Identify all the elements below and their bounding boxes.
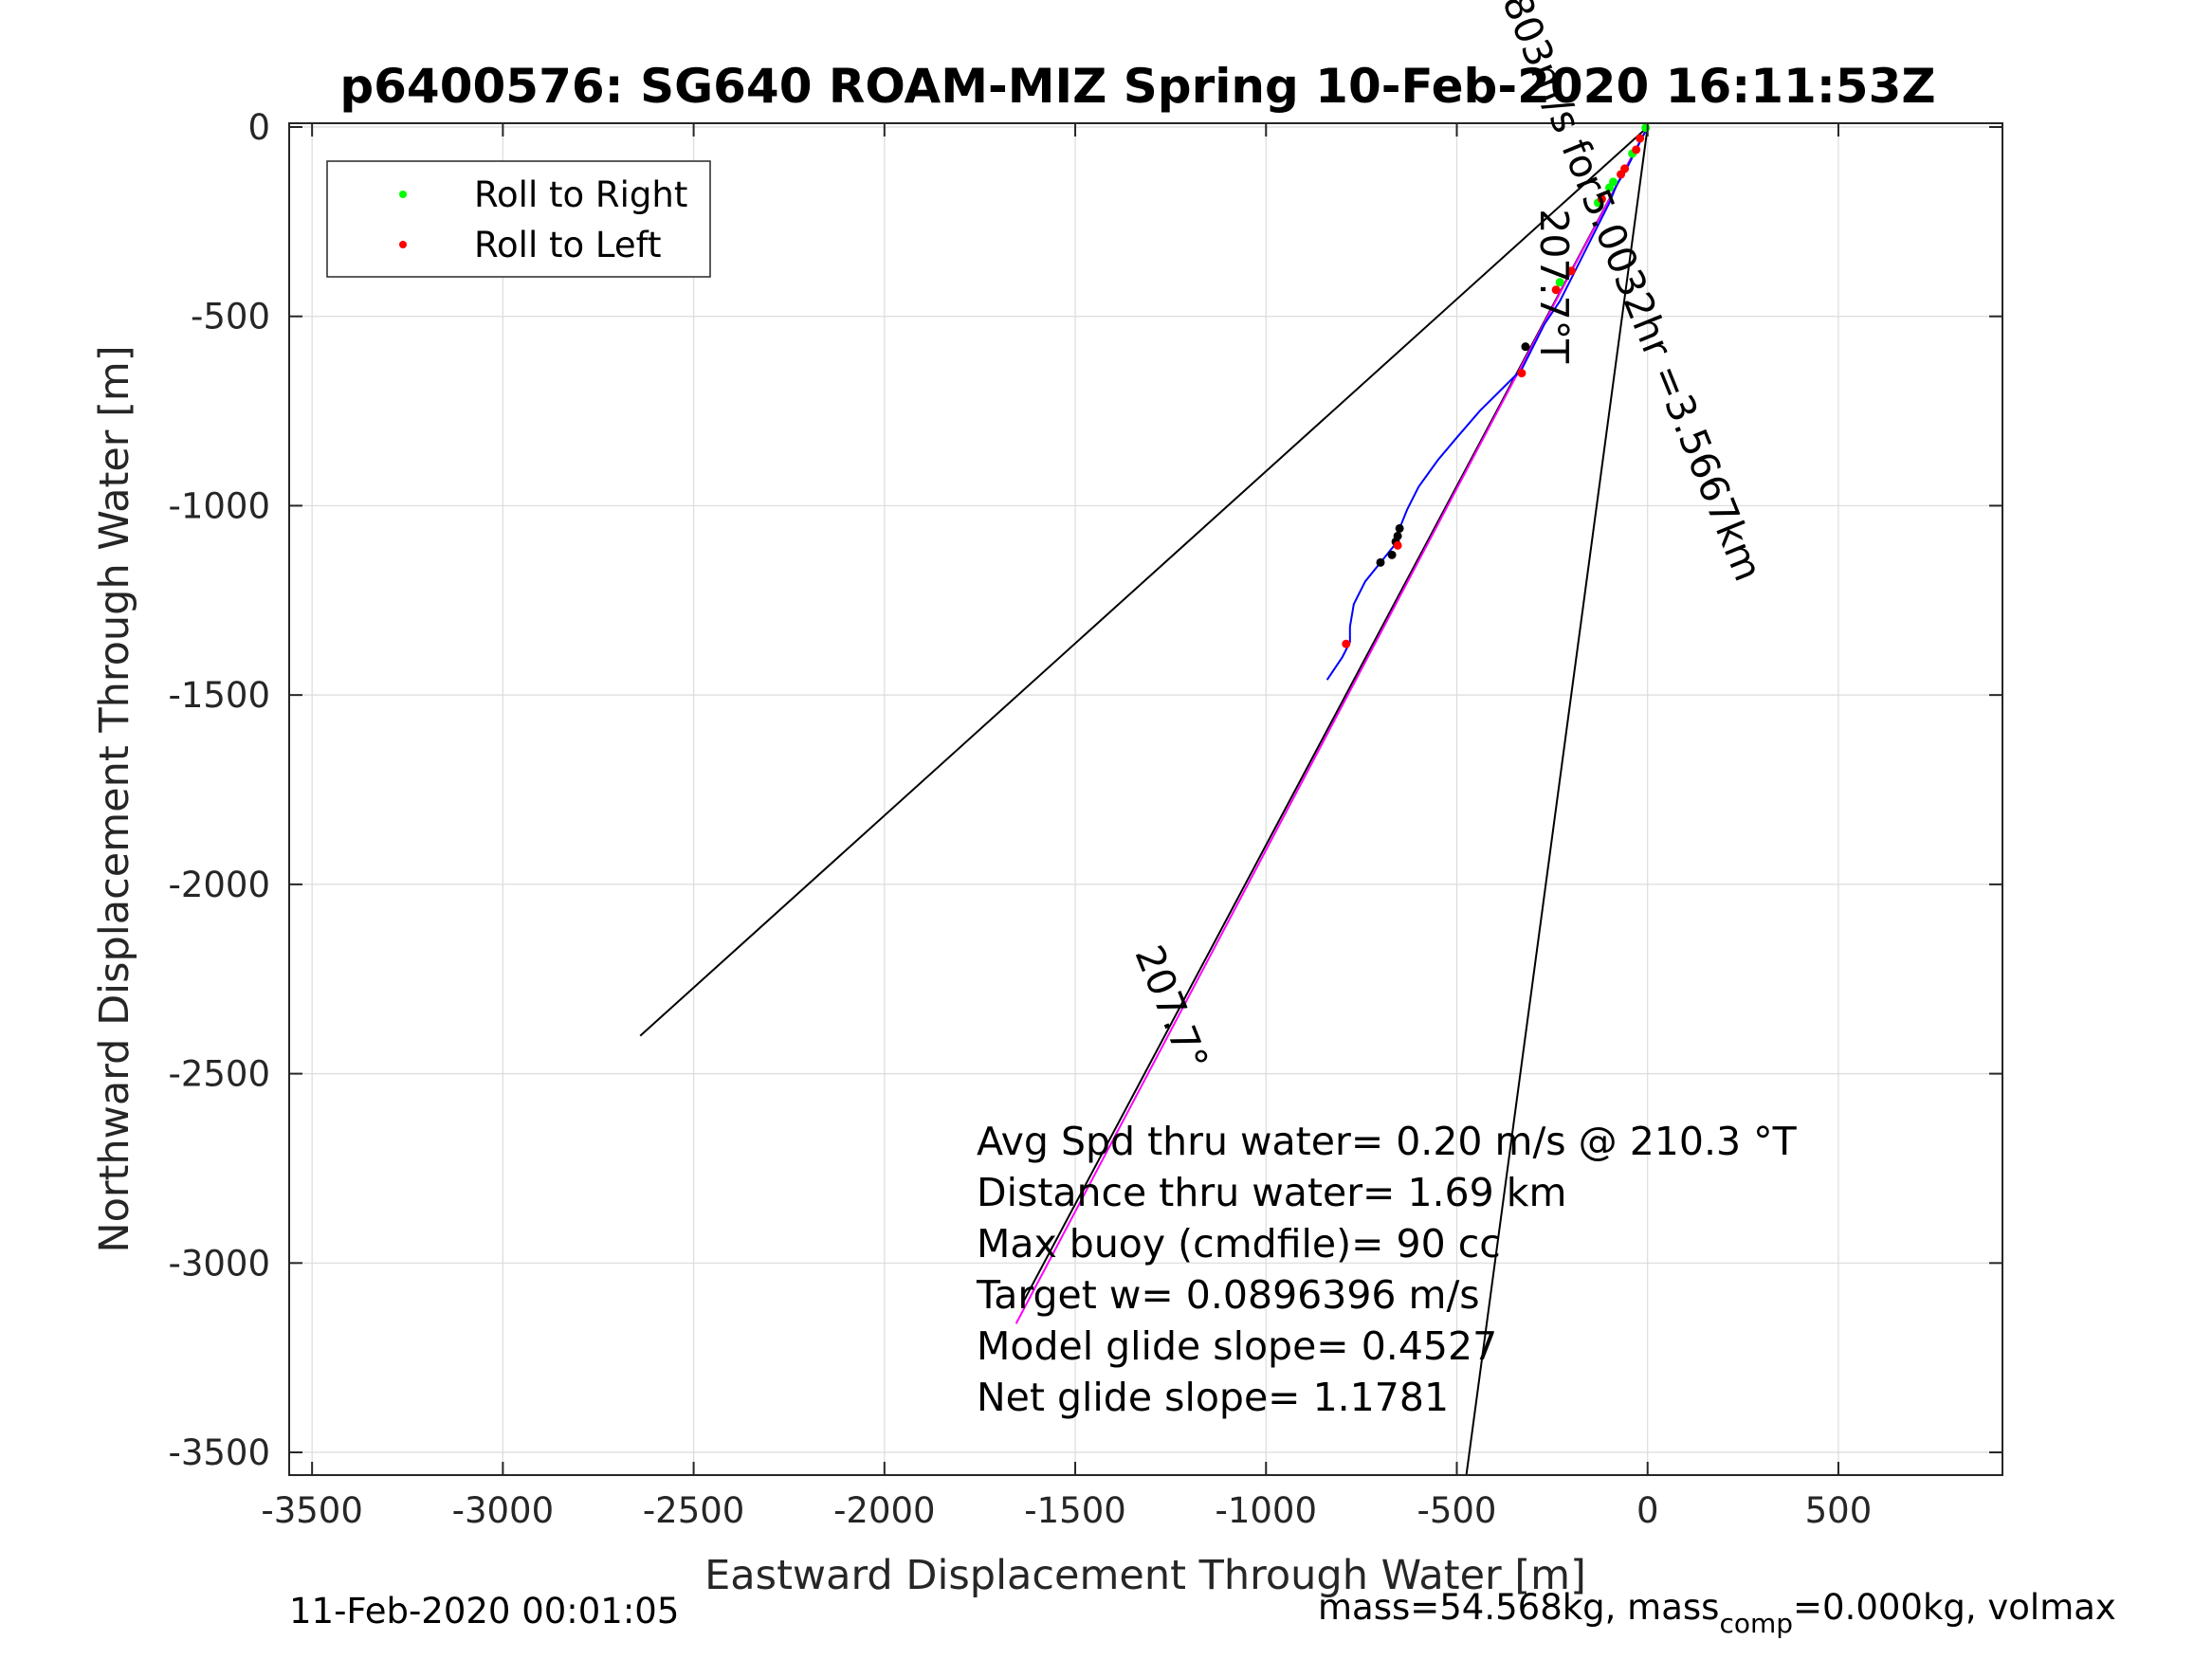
x-tick-label: 500	[1805, 1490, 1873, 1531]
roll-left-point	[1566, 266, 1576, 276]
y-tick-label: -3500	[168, 1432, 270, 1473]
cone-left-line	[639, 126, 1649, 1037]
plot-area	[289, 123, 2002, 1475]
cone-right-line	[1465, 126, 1649, 1476]
stats-block: Avg Spd thru water= 0.20 m/s @ 210.3 °T D…	[976, 1119, 1798, 1420]
track-point	[1387, 550, 1397, 559]
x-tick-label: -2500	[643, 1490, 745, 1531]
stats-line: Model glide slope= 0.4527	[977, 1323, 1497, 1369]
legend: Roll to Right Roll to Left	[326, 160, 711, 278]
roll-right-point	[1604, 183, 1614, 192]
x-tick-label: -1000	[1216, 1490, 1318, 1531]
y-tick-label: -3000	[168, 1243, 270, 1284]
axis-ticks: -3500 -3000 -2500 -2000 -1500 -1000 -500 0 500 0 -…	[168, 107, 2002, 1531]
stats-line: Net glide slope= 1.1781	[977, 1375, 1449, 1420]
x-tick-label: 0	[1636, 1490, 1659, 1531]
x-tick-label: -1500	[1024, 1490, 1126, 1531]
stats-line: Avg Spd thru water= 0.20 m/s @ 210.3 °T	[977, 1119, 1798, 1164]
track-point	[1376, 557, 1385, 567]
x-tick-label: -3000	[452, 1490, 555, 1531]
grid	[289, 123, 2002, 1475]
roll-left-point	[1597, 194, 1606, 204]
legend-label-roll-right: Roll to Right	[474, 174, 687, 215]
chart-title: p6400576: SG640 ROAM-MIZ Spring 10-Feb-2…	[339, 59, 1935, 114]
legend-label-roll-left: Roll to Left	[474, 225, 662, 265]
plot-frame	[288, 122, 2003, 1476]
track-point	[1521, 342, 1530, 352]
y-tick-label: -2000	[168, 865, 270, 905]
x-tick-label: -500	[1417, 1490, 1497, 1531]
y-tick-label: 0	[247, 107, 270, 148]
stats-line: Max buoy (cmdfile)= 90 cc	[977, 1221, 1501, 1267]
roll-left-point	[1342, 639, 1351, 648]
footer-date: 11-Feb-2020 00:01:05	[289, 1591, 679, 1632]
roll-left-point	[1636, 134, 1645, 143]
stats-line: Distance thru water= 1.69 km	[977, 1170, 1566, 1215]
track-line	[1325, 126, 1649, 681]
legend-box	[326, 160, 711, 278]
y-tick-label: -1500	[168, 675, 270, 716]
roll-right-point	[1555, 278, 1564, 287]
y-tick-label: -2500	[168, 1054, 270, 1095]
roll-left-point	[1517, 369, 1526, 378]
roll-left-point	[1551, 285, 1561, 295]
glider-track	[1325, 126, 1649, 681]
roll-left-point	[1393, 540, 1402, 550]
y-tick-label: -1000	[168, 485, 270, 526]
roll-points	[1342, 123, 1651, 648]
footer-mass-suffix: =0.000kg, volmax	[1793, 1587, 2116, 1628]
roll-right-point	[1641, 123, 1651, 133]
footer-mass-sub: comp	[1719, 1608, 1793, 1639]
legend-marker-roll-left	[399, 241, 407, 248]
track-point	[1395, 523, 1404, 533]
x-tick-label: -2000	[833, 1490, 936, 1531]
roll-left-point	[1617, 170, 1626, 179]
footer-mass-prefix: mass=54.568kg, mass	[1318, 1587, 1719, 1628]
roll-left-point	[1632, 145, 1641, 155]
y-tick-label: -500	[191, 297, 270, 337]
legend-marker-roll-right	[399, 191, 407, 198]
y-axis-label: Northward Displacement Through Water [m]	[91, 345, 138, 1252]
heading-annotation: 207.7°T	[1531, 209, 1577, 364]
footer-mass: mass=54.568kg, masscomp=0.000kg, volmax	[1318, 1587, 2116, 1639]
stats-line: Target w= 0.0896396 m/s	[976, 1272, 1480, 1318]
x-tick-label: -3500	[261, 1490, 363, 1531]
x-axis-label: Eastward Displacement Through Water [m]	[704, 1552, 1586, 1599]
